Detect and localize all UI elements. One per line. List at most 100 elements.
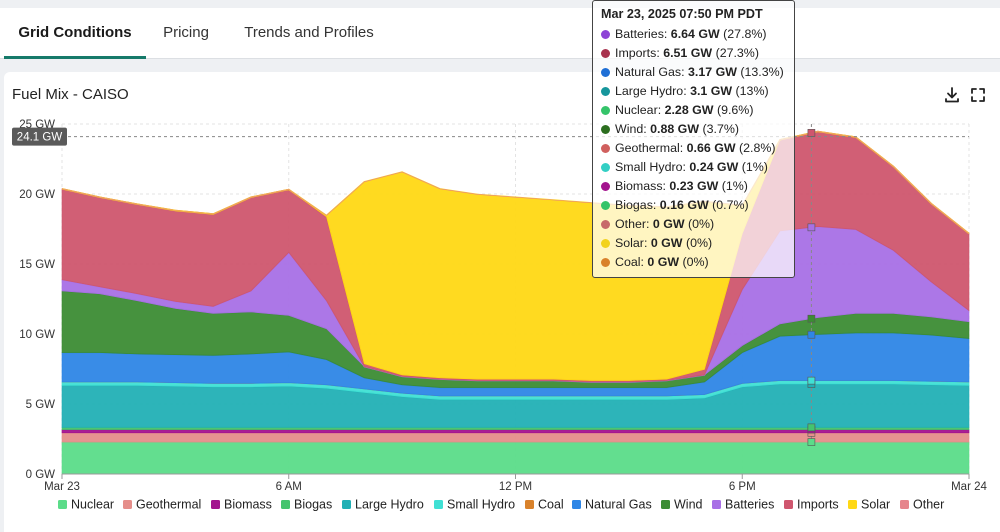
- tab-trends-and-profiles[interactable]: Trends and Profiles: [244, 24, 374, 41]
- tooltip-series-value: 3.17 GW: [688, 65, 737, 79]
- tooltip-row: Nuclear: 2.28 GW (9.6%): [601, 101, 786, 120]
- legend-swatch-nuclear[interactable]: [58, 500, 67, 509]
- tooltip-row: Small Hydro: 0.24 GW (1%): [601, 158, 786, 177]
- x-tick-label: 12 PM: [499, 481, 532, 493]
- tooltip-series-name: Batteries: [615, 27, 664, 41]
- tooltip-series-value: 0.88 GW: [650, 122, 700, 136]
- area-nuclear[interactable]: [61, 441, 970, 475]
- y-tick-label: 20 GW: [19, 189, 55, 201]
- legend-swatch-biomass[interactable]: [211, 500, 220, 509]
- tooltip-series-pct: (1%): [741, 160, 768, 174]
- tooltip-series-pct: (9.6%): [716, 103, 754, 117]
- tooltip-series-pct: (27.8%): [723, 27, 767, 41]
- cursor-marker: [807, 314, 816, 323]
- tooltip-series-name: Nuclear: [615, 103, 658, 117]
- tooltip-row: Batteries: 6.64 GW (27.8%): [601, 25, 786, 44]
- legend-swatch-geothermal[interactable]: [123, 500, 132, 509]
- legend-swatch-natural-gas[interactable]: [572, 500, 581, 509]
- tooltip-dot: [601, 67, 610, 77]
- tooltip-row: Large Hydro: 3.1 GW (13%): [601, 82, 786, 101]
- tooltip-dot: [601, 257, 610, 267]
- tab-pricing[interactable]: Pricing: [163, 24, 209, 41]
- tooltip-series-value: 0 GW: [647, 255, 680, 269]
- legend-swatch-wind[interactable]: [661, 500, 670, 509]
- tooltip-row: Imports: 6.51 GW (27.3%): [601, 44, 786, 63]
- tooltip-series-name: Large Hydro: [615, 84, 684, 98]
- x-tick-label: Mar 23: [44, 481, 80, 493]
- legend-label-wind[interactable]: Wind: [674, 498, 703, 512]
- tab-bar: Grid Conditions Pricing Trends and Profi…: [0, 8, 1000, 59]
- tooltip-series-name: Biogas: [615, 198, 653, 212]
- tooltip-dot: [601, 200, 610, 210]
- legend-label-batteries[interactable]: Batteries: [725, 498, 774, 512]
- tooltip-series-pct: (0.7%): [712, 198, 749, 212]
- tooltip-series-value: 0.24 GW: [689, 160, 739, 174]
- area-geothermal[interactable]: [61, 432, 970, 443]
- legend-label-imports[interactable]: Imports: [797, 498, 839, 512]
- legend-swatch-imports[interactable]: [784, 500, 793, 509]
- tooltip-dot: [601, 181, 610, 191]
- tooltip-series-value: 6.64 GW: [670, 27, 720, 41]
- tooltip-series-name: Natural Gas: [615, 65, 682, 79]
- area-other[interactable]: [61, 131, 970, 234]
- tooltip-dot: [601, 143, 610, 153]
- tooltip-series-value: 0 GW: [650, 236, 683, 250]
- legend-swatch-coal[interactable]: [525, 500, 534, 509]
- tooltip-row: Coal: 0 GW (0%): [601, 253, 786, 272]
- fullscreen-icon[interactable]: [969, 86, 987, 104]
- download-icon[interactable]: [943, 86, 961, 104]
- legend-label-geothermal[interactable]: Geothermal: [136, 498, 201, 512]
- legend-swatch-biogas[interactable]: [281, 500, 290, 509]
- tooltip-row: Solar: 0 GW (0%): [601, 234, 786, 253]
- tooltip-dot: [601, 48, 610, 58]
- legend-swatch-other[interactable]: [900, 500, 909, 509]
- legend-label-nuclear[interactable]: Nuclear: [71, 498, 114, 512]
- tooltip-series-value: 0 GW: [652, 217, 685, 231]
- legend-label-coal[interactable]: Coal: [538, 498, 564, 512]
- tooltip-series-value: 0.16 GW: [659, 198, 709, 212]
- cursor-marker: [807, 129, 816, 137]
- tooltip-series-name: Geothermal: [615, 141, 680, 155]
- legend-label-small-hydro[interactable]: Small Hydro: [447, 498, 515, 512]
- tooltip-series-name: Small Hydro: [615, 160, 683, 174]
- x-tick-label: Mar 24: [951, 481, 987, 493]
- tooltip-title: Mar 23, 2025 07:50 PM PDT: [601, 7, 763, 21]
- tooltip-series-pct: (0%): [685, 236, 713, 250]
- tooltip-series-name: Other: [615, 217, 646, 231]
- legend-swatch-large-hydro[interactable]: [342, 500, 351, 509]
- tooltip-dot: [601, 219, 610, 229]
- tooltip-row: Wind: 0.88 GW (3.7%): [601, 120, 786, 139]
- tooltip-dot: [601, 105, 610, 115]
- tooltip-series-name: Coal: [615, 255, 641, 269]
- legend-label-natural-gas[interactable]: Natural Gas: [585, 498, 652, 512]
- y-tick-label: 15 GW: [19, 259, 55, 271]
- tooltip-series-pct: (0%): [688, 217, 715, 231]
- tooltip-series-name: Imports: [615, 46, 657, 60]
- tooltip-series-pct: (0%): [682, 255, 709, 269]
- legend-label-other[interactable]: Other: [913, 498, 944, 512]
- tooltip-row: Geothermal: 0.66 GW (2.8%): [601, 139, 786, 158]
- tooltip-series-value: 0.23 GW: [669, 179, 719, 193]
- cursor-marker: [807, 423, 816, 432]
- legend-label-biogas[interactable]: Biogas: [294, 498, 332, 512]
- legend-swatch-batteries[interactable]: [712, 500, 721, 509]
- tooltip-series-value: 2.28 GW: [664, 103, 714, 117]
- cursor-marker: [807, 376, 816, 385]
- tooltip-series-pct: (1%): [721, 179, 748, 193]
- y-tick-label: 10 GW: [19, 329, 55, 341]
- legend-label-large-hydro[interactable]: Large Hydro: [355, 498, 424, 512]
- tooltip-dot: [601, 86, 610, 96]
- chart-tooltip: Mar 23, 2025 07:50 PM PDT Batteries: 6.6…: [592, 0, 795, 278]
- cursor-value-badge: [12, 127, 67, 146]
- legend-swatch-small-hydro[interactable]: [434, 500, 443, 509]
- tab-grid-conditions[interactable]: Grid Conditions: [4, 8, 146, 59]
- tooltip-series-value: 6.51 GW: [663, 46, 713, 60]
- x-tick-label: 6 PM: [729, 481, 756, 493]
- tooltip-dot: [601, 162, 610, 172]
- legend-label-solar[interactable]: Solar: [861, 498, 890, 512]
- cursor-value-label: 24.1 GW: [17, 132, 63, 144]
- legend-swatch-solar[interactable]: [848, 500, 857, 509]
- card-title: Fuel Mix - CAISO: [12, 86, 129, 103]
- legend-label-biomass[interactable]: Biomass: [224, 498, 272, 512]
